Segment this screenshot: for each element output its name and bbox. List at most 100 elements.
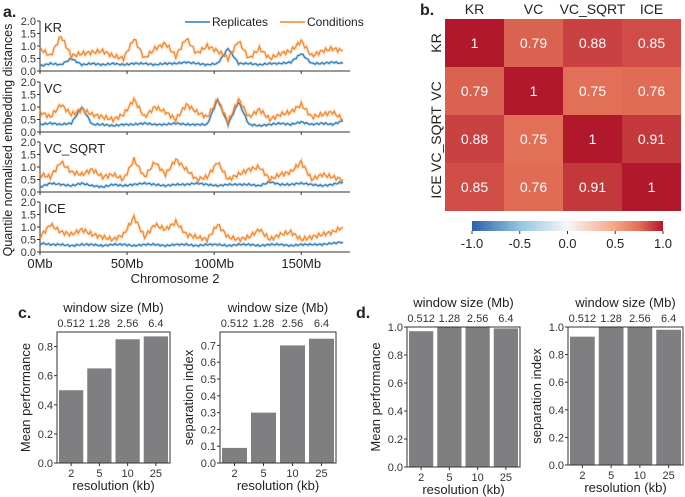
colorbar-tick-label: 0.0 — [558, 236, 576, 251]
plot-frame — [406, 326, 521, 468]
cell-value: 1 — [589, 131, 597, 147]
series-line-conditions — [39, 157, 344, 184]
cell-value: 1 — [471, 35, 479, 51]
top-tick-label: 2.56 — [467, 313, 488, 325]
heatmap-cell — [563, 115, 622, 163]
column-label: KR — [465, 1, 484, 17]
x-tick-label: 10 — [472, 472, 484, 484]
cell-value: 0.79 — [461, 83, 488, 99]
x-axis-title: resolution (kb) — [422, 482, 504, 497]
y-tick-label: 0.8 — [549, 350, 564, 362]
series-line-replicates — [39, 47, 344, 67]
bar — [570, 336, 595, 465]
heatmap-cell — [563, 19, 622, 67]
x-tick-label: 2 — [418, 472, 424, 484]
y-tick-label: 0.4 — [38, 400, 53, 412]
y-tick-label: 1.0 — [549, 322, 564, 334]
top-tick-label: 6.4 — [148, 318, 163, 330]
x-tick-label: 25 — [150, 468, 162, 480]
x-tick-label: 5 — [446, 472, 452, 484]
column-label: VC_SQRT — [560, 1, 626, 17]
top-tick-label: 1.28 — [253, 318, 274, 330]
heatmap-cell — [563, 67, 622, 115]
y-tick-label: 0.8 — [388, 350, 403, 362]
top-tick-label: 2.56 — [117, 318, 138, 330]
top-tick-label: 6.4 — [661, 313, 676, 325]
panel-label-b: b. — [420, 2, 434, 19]
top-tick-label: 2.56 — [282, 318, 303, 330]
y-tick-label: 1.0 — [21, 41, 36, 53]
y-tick-label: 2.0 — [21, 197, 36, 209]
row-label: ICE — [428, 175, 444, 198]
series-line-conditions — [39, 213, 344, 244]
colorbar-tick-label: -1.0 — [461, 236, 483, 251]
heatmap-cell — [445, 67, 504, 115]
colorbar-tick-label: 0.5 — [606, 236, 624, 251]
y-tick-label: 0.2 — [388, 434, 403, 446]
y-tick-label: 0.4 — [201, 391, 216, 403]
panel-label-d: d. — [356, 305, 370, 322]
x-tick-label: 2 — [579, 470, 585, 482]
plot-frame — [219, 331, 337, 464]
series-line-conditions — [39, 35, 344, 63]
y-tick-label: 0.2 — [549, 432, 564, 444]
series-line-replicates — [39, 180, 344, 189]
y-tick-label: 0.6 — [388, 378, 403, 390]
top-tick-label: 6.4 — [498, 313, 513, 325]
bar — [222, 447, 247, 463]
x-axis-title: resolution (kb) — [584, 480, 666, 495]
y-tick-label: 0.5 — [21, 54, 36, 66]
top-tick-label: 2.56 — [629, 313, 650, 325]
heatmap-cell — [563, 163, 622, 211]
heatmap-cell — [504, 163, 563, 211]
cell-value: 0.75 — [520, 131, 547, 147]
x-tick-label: 10 — [122, 468, 134, 480]
subplot-title: VC — [44, 81, 62, 96]
bar — [59, 390, 84, 463]
top-tick-label: 6.4 — [314, 318, 329, 330]
y-tick-label: 0.0 — [21, 127, 36, 139]
y-tick-label: 1.5 — [21, 150, 36, 162]
row-label: VC_SQRT — [428, 106, 444, 172]
y-tick-label: 2.0 — [21, 77, 36, 89]
y-tick-label: 0.0 — [201, 458, 216, 470]
legend-label-replicates: Replicates — [212, 15, 268, 29]
panel-a-line-charts: 0.00.51.01.52.0 KR0.00.51.01.52.0 VC0.00.5… — [1, 15, 364, 286]
panel-label-c: c. — [18, 305, 31, 322]
heatmap-cell — [622, 67, 681, 115]
x-tick-label: 25 — [500, 472, 512, 484]
bar — [437, 327, 462, 467]
bar — [465, 327, 490, 467]
top-tick-label: 0.512 — [57, 318, 85, 330]
y-tick-label: 0.0 — [388, 462, 403, 474]
y-tick-label: 1.0 — [21, 162, 36, 174]
bar — [598, 327, 624, 465]
x-tick-label: 2 — [231, 468, 237, 480]
top-tick-label: 1.28 — [439, 313, 460, 325]
plot-frame — [567, 326, 684, 466]
cell-value: 0.75 — [579, 83, 606, 99]
y-tick-label: 0.0 — [21, 66, 36, 78]
x-tick-label: 5 — [260, 468, 266, 480]
top-axis-title: window size (Mb) — [62, 300, 163, 315]
legend-label-conditions: Conditions — [307, 15, 364, 29]
y-tick-label: 0.6 — [201, 357, 216, 369]
bar — [280, 345, 305, 463]
y-axis-title: Mean performance — [368, 342, 383, 451]
x-tick-label: 100Mb — [194, 256, 234, 271]
y-axis-title: Quantile normalised embedding distances — [1, 24, 15, 257]
cell-value: 0.85 — [638, 35, 665, 51]
cell-value: 1 — [530, 83, 538, 99]
x-tick-label: 25 — [663, 470, 675, 482]
bar — [115, 339, 140, 463]
x-tick-label: 2 — [68, 468, 74, 480]
bar — [493, 328, 518, 467]
cell-value: 0.91 — [638, 131, 665, 147]
bar — [409, 331, 434, 467]
y-tick-label: 0.5 — [21, 235, 36, 247]
y-tick-label: 0.0 — [549, 460, 564, 472]
y-tick-label: 0.6 — [549, 377, 564, 389]
confidence-band-conditions — [38, 94, 344, 130]
heatmap-cell — [445, 19, 504, 67]
